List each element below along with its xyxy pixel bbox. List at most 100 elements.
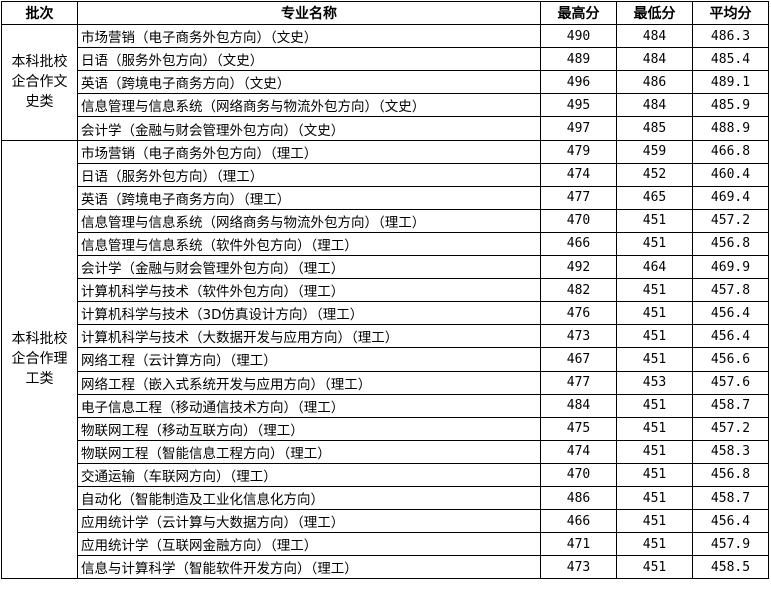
min-score: 451 [616, 532, 693, 557]
table-row: 英语（跨境电子商务方向）（文史） 496 486 489.1 [2, 70, 769, 95]
avg-score: 456.4 [692, 301, 769, 326]
min-score: 484 [616, 47, 693, 72]
min-score: 451 [616, 231, 693, 257]
max-score: 476 [540, 301, 617, 326]
avg-score: 456.8 [692, 462, 769, 487]
avg-score: 458.5 [692, 555, 769, 580]
avg-score: 488.9 [692, 116, 769, 141]
max-score: 474 [540, 439, 617, 464]
avg-score: 457.8 [692, 278, 769, 303]
avg-score: 458.7 [692, 485, 769, 511]
table-row: 信息与计算科学（智能软件开发方向）（理工） 473 451 458.5 [2, 555, 769, 580]
avg-score: 457.2 [692, 208, 769, 233]
table-row: 应用统计学（互联网金融方向）（理工） 471 451 457.9 [2, 532, 769, 557]
major-name: 日语（服务外包方向）（文史） [77, 47, 541, 72]
min-score: 451 [616, 347, 693, 372]
max-score: 475 [540, 416, 617, 441]
major-name: 信息管理与信息系统（软件外包方向）（理工） [77, 231, 541, 257]
batch-cell: 本科批校企合作理工类 [1, 139, 78, 580]
max-score: 477 [540, 370, 617, 395]
header-row: 批次 专业名称 最高分 最低分 平均分 [1, 0, 769, 26]
table-row: 日语（服务外包方向）（理工） 474 452 460.4 [2, 162, 769, 187]
max-score: 496 [540, 70, 617, 95]
major-name: 电子信息工程（移动通信技术方向）（理工） [77, 393, 541, 418]
max-score: 497 [540, 116, 617, 141]
min-score: 465 [616, 185, 693, 210]
min-score: 451 [616, 462, 693, 487]
avg-score: 456.8 [692, 231, 769, 257]
min-score: 451 [616, 509, 693, 534]
table-row: 本科批校企合作文史类 市场营销（电子商务外包方向）（文史） 490 484 486.3 [1, 24, 769, 141]
avg-score: 457.9 [692, 532, 769, 557]
major-name: 计算机科学与技术（大数据开发与应用方向）（理工） [77, 324, 541, 349]
major-name: 计算机科学与技术（软件外包方向）（理工） [77, 278, 541, 303]
min-score: 451 [616, 393, 693, 418]
table-row: 会计学（金融与财会管理外包方向）（理工） 492 464 469.9 [2, 255, 769, 280]
avg-score: 466.8 [692, 139, 769, 164]
major-name: 自动化（智能制造及工业化信息化方向） [77, 485, 541, 511]
major-name: 信息管理与信息系统（网络商务与物流外包方向）（理工） [77, 208, 541, 233]
min-score: 464 [616, 255, 693, 280]
max-score: 490 [540, 24, 617, 49]
min-score: 451 [616, 416, 693, 441]
major-name: 应用统计学（互联网金融方向）（理工） [77, 532, 541, 557]
major-name: 交通运输（车联网方向）（理工） [77, 462, 541, 487]
major-name: 网络工程（嵌入式系统开发与应用方向）（理工） [77, 370, 541, 395]
table-row: 应用统计学（云计算与大数据方向）（理工） 466 451 456.4 [2, 509, 769, 534]
major-name: 应用统计学（云计算与大数据方向）（理工） [77, 509, 541, 534]
header-major: 专业名称 [77, 0, 541, 26]
major-name: 信息与计算科学（智能软件开发方向）（理工） [77, 555, 541, 580]
avg-score: 456.4 [692, 324, 769, 349]
table-row: 计算机科学与技术（大数据开发与应用方向）（理工） 473 451 456.4 [2, 324, 769, 349]
batch-cell: 本科批校企合作文史类 [1, 24, 78, 141]
table-row: 信息管理与信息系统（网络商务与物流外包方向）（理工） 470 451 457.2 [2, 208, 769, 233]
max-score: 495 [540, 93, 617, 118]
table-row: 英语（跨境电子商务方向）（理工） 477 465 469.4 [2, 185, 769, 210]
max-score: 466 [540, 231, 617, 257]
min-score: 451 [616, 278, 693, 303]
max-score: 471 [540, 532, 617, 557]
max-score: 467 [540, 347, 617, 372]
avg-score: 460.4 [692, 162, 769, 187]
min-score: 486 [616, 70, 693, 95]
table-row: 信息管理与信息系统（软件外包方向）（理工） 466 451 456.8 [2, 231, 769, 257]
table-row: 计算机科学与技术（软件外包方向）（理工） 482 451 457.8 [2, 278, 769, 303]
avg-score: 469.4 [692, 185, 769, 210]
score-table: 批次 专业名称 最高分 最低分 平均分 本科批校企合作文史类 市场营销（电子商务外… [1, 0, 769, 580]
major-name: 会计学（金融与财会管理外包方向）（理工） [77, 255, 541, 280]
max-score: 489 [540, 47, 617, 72]
max-score: 486 [540, 485, 617, 511]
header-min: 最低分 [616, 0, 693, 26]
max-score: 474 [540, 162, 617, 187]
major-name: 计算机科学与技术（3D仿真设计方向）（理工） [77, 301, 541, 326]
min-score: 451 [616, 301, 693, 326]
table-row: 自动化（智能制造及工业化信息化方向） 486 451 458.7 [2, 485, 769, 511]
header-avg: 平均分 [692, 0, 769, 26]
min-score: 484 [616, 93, 693, 118]
min-score: 484 [616, 24, 693, 49]
max-score: 477 [540, 185, 617, 210]
major-name: 英语（跨境电子商务方向）（文史） [77, 70, 541, 95]
avg-score: 489.1 [692, 70, 769, 95]
min-score: 459 [616, 139, 693, 164]
max-score: 473 [540, 324, 617, 349]
table-row: 信息管理与信息系统（网络商务与物流外包方向）（文史） 495 484 485.9 [2, 93, 769, 118]
major-name: 会计学（金融与财会管理外包方向）（文史） [77, 116, 541, 141]
min-score: 451 [616, 324, 693, 349]
max-score: 479 [540, 139, 617, 164]
table-row: 物联网工程（移动互联方向）（理工） 475 451 457.2 [2, 416, 769, 441]
min-score: 451 [616, 208, 693, 233]
min-score: 485 [616, 116, 693, 141]
max-score: 466 [540, 509, 617, 534]
avg-score: 458.3 [692, 439, 769, 464]
table-row: 电子信息工程（移动通信技术方向）（理工） 484 451 458.7 [2, 393, 769, 418]
major-name: 英语（跨境电子商务方向）（理工） [77, 185, 541, 210]
major-name: 网络工程（云计算方向）（理工） [77, 347, 541, 372]
max-score: 484 [540, 393, 617, 418]
max-score: 470 [540, 208, 617, 233]
avg-score: 485.9 [692, 93, 769, 118]
max-score: 492 [540, 255, 617, 280]
table-row: 网络工程（嵌入式系统开发与应用方向）（理工） 477 453 457.6 [2, 370, 769, 395]
table-row: 交通运输（车联网方向）（理工） 470 451 456.8 [2, 462, 769, 487]
table-row: 网络工程（云计算方向）（理工） 467 451 456.6 [2, 347, 769, 372]
